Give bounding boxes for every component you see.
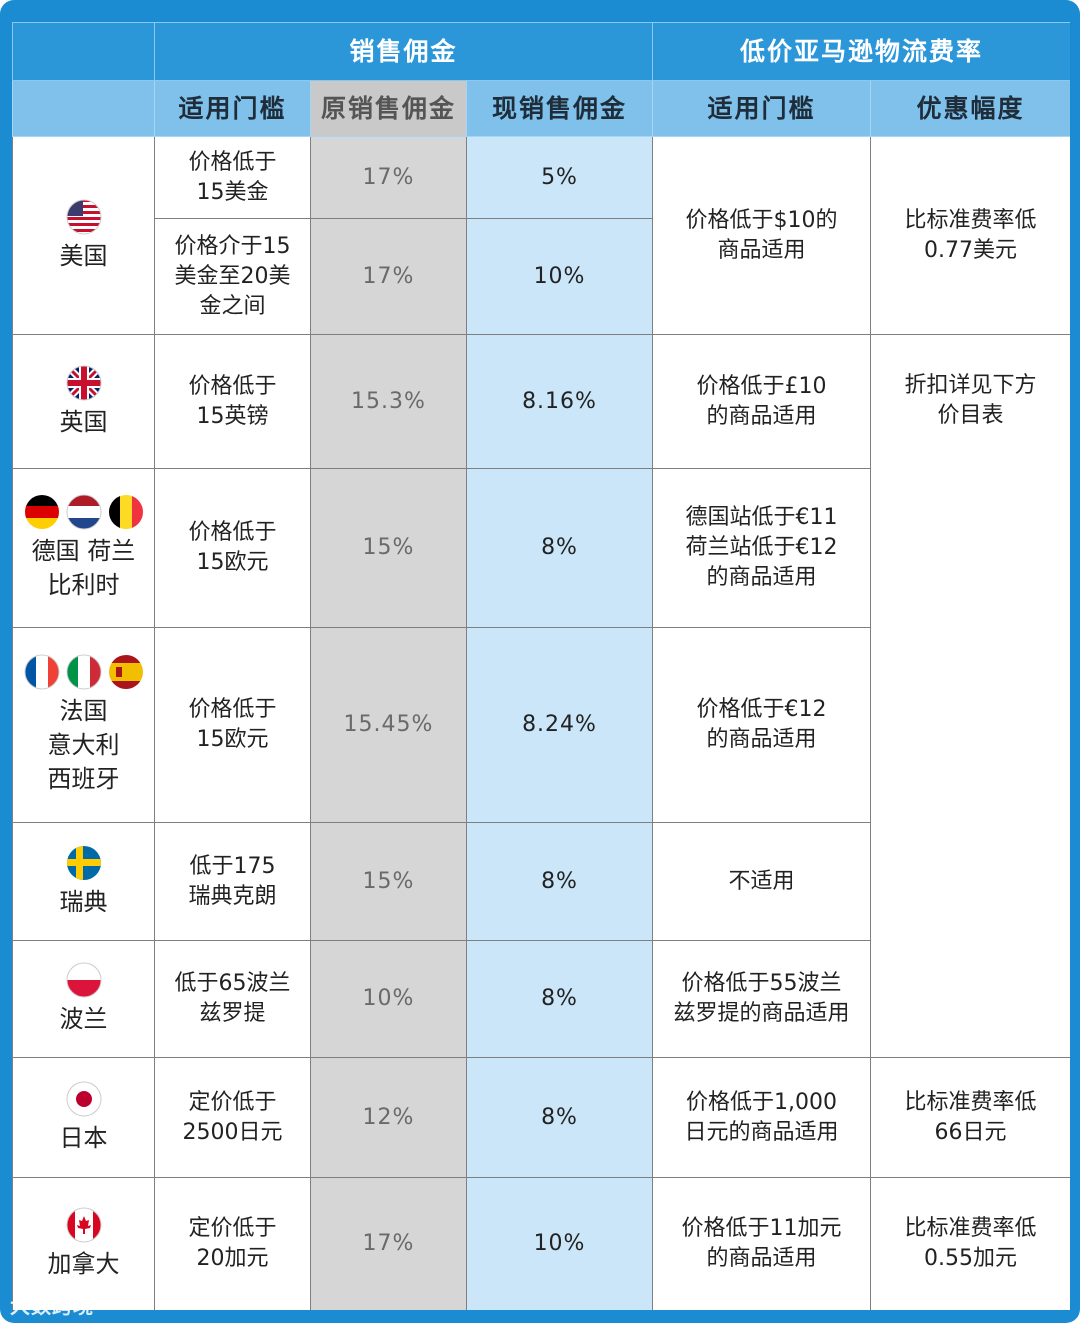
discount-header: 优惠幅度 (870, 80, 1070, 137)
current-commission-cell: 8% (465, 468, 654, 628)
threshold-cell: 价格低于 15欧元 (154, 468, 311, 628)
country-name: 德国 荷兰 比利时 (31, 537, 136, 599)
fba-threshold-cell: 价格低于€12 的商品适用 (652, 627, 872, 823)
original-commission-cell: 17% (310, 1177, 467, 1310)
current-commission-cell: 5% (465, 136, 654, 219)
current-commission-cell: 8.16% (465, 334, 654, 469)
discount-cell: 比标准费率低 0.55加元 (870, 1177, 1070, 1310)
current-commission-cell: 10% (465, 218, 654, 335)
header-corner (12, 22, 155, 81)
germany-flag-icon (24, 495, 59, 529)
threshold-cell: 低于65波兰 兹罗提 (154, 940, 311, 1058)
original-commission-cell: 15.3% (310, 334, 467, 469)
fba-threshold-cell: 价格低于11加元 的商品适用 (652, 1177, 872, 1310)
country-cell-pl: 波兰 (12, 940, 155, 1058)
country-name: 加拿大 (47, 1250, 120, 1278)
us-flag-icon (66, 199, 101, 234)
country-cell-jp: 日本 (12, 1057, 155, 1178)
table-row-us-2: 价格介于15 美金至20美 金之间 17% 10% (13, 218, 1071, 335)
table-row-pl: 波兰 低于65波兰 兹罗提 10% 8% 价格低于55波兰 兹罗提的商品适用 (12, 940, 1071, 1058)
current-commission-cell: 8.24% (465, 627, 654, 823)
spain-flag-icon (108, 655, 143, 689)
discount-cell: 折扣详见下方 价目表 (870, 334, 1070, 1058)
threshold-cell: 价格低于 15美金 (154, 136, 311, 219)
table-row-de-nl-be: 德国 荷兰 比利时 价格低于 15欧元 15% 8% 德国站低于€11 荷兰站低… (12, 468, 1071, 628)
table-row-jp: 日本 定价低于 2500日元 12% 8% 价格低于1,000 日元的商品适用 … (12, 1057, 1070, 1178)
uk-flag-icon (66, 365, 101, 400)
current-commission-cell: 10% (465, 1177, 654, 1310)
threshold-cell: 定价低于 2500日元 (154, 1057, 311, 1178)
table-row-us-1: 美国 价格低于 15美金 17% 5% 价格低于$10的 商品适用 比标准费率低… (12, 136, 1070, 335)
discount-cell: 比标准费率低 0.77美元 (870, 136, 1070, 335)
discount-cell: 比标准费率低 66日元 (870, 1057, 1070, 1178)
france-flag-icon (24, 654, 59, 690)
current-commission-cell: 8% (465, 1057, 654, 1178)
original-commission-cell: 10% (310, 940, 467, 1058)
threshold-cell: 价格低于 15英镑 (154, 334, 311, 469)
country-name: 日本 (59, 1123, 108, 1152)
header-row-2: 适用门槛 原销售佣金 现销售佣金 适用门槛 优惠幅度 (12, 80, 1070, 137)
commission-table-card: 销售佣金 低价亚马逊物流费率 适用门槛 原销售佣金 现销售佣金 适用门槛 优惠幅… (12, 22, 1070, 1310)
fba-threshold-cell: 价格低于$10的 商品适用 (652, 136, 872, 335)
threshold-cell: 价格介于15 美金至20美 金之间 (154, 218, 311, 335)
fba-threshold-header: 适用门槛 (652, 80, 872, 137)
commission-table: 销售佣金 低价亚马逊物流费率 适用门槛 原销售佣金 现销售佣金 适用门槛 优惠幅… (12, 22, 1070, 1310)
watermark: 大数跨境 (10, 1294, 94, 1318)
sweden-flag-icon (66, 845, 101, 880)
original-commission-cell: 12% (310, 1057, 467, 1178)
header-corner-2 (12, 80, 155, 137)
fba-threshold-cell: 价格低于55波兰 兹罗提的商品适用 (652, 940, 872, 1058)
table-row-ca: 加拿大 定价低于 20加元 17% 10% 价格低于11加元 的商品适用 比标准… (12, 1177, 1070, 1310)
country-name: 美国 (59, 241, 108, 270)
current-commission-cell: 8% (465, 940, 654, 1058)
canada-flag-icon (66, 1207, 101, 1243)
country-cell-uk: 英国 (12, 334, 155, 469)
country-name: 瑞典 (59, 887, 108, 916)
low-price-fba-rate-header: 低价亚马逊物流费率 (652, 22, 1070, 81)
header-row-1: 销售佣金 低价亚马逊物流费率 (12, 22, 1070, 81)
country-name: 法国 意大利 西班牙 (47, 697, 120, 793)
poland-flag-icon (66, 962, 101, 998)
country-cell-de-nl-be: 德国 荷兰 比利时 (12, 468, 155, 628)
current-commission-header: 现销售佣金 (465, 80, 654, 137)
italy-flag-icon (66, 654, 101, 690)
fba-threshold-cell: 价格低于1,000 日元的商品适用 (652, 1057, 872, 1178)
threshold-cell: 价格低于 15欧元 (154, 627, 311, 823)
original-commission-cell: 15% (310, 468, 467, 628)
country-name: 英国 (59, 407, 108, 436)
original-commission-cell: 17% (310, 218, 467, 335)
fba-threshold-cell: 德国站低于€11 荷兰站低于€12 的商品适用 (652, 468, 872, 628)
japan-flag-icon (66, 1081, 101, 1116)
original-commission-cell: 15% (310, 822, 467, 941)
country-cell-ca: 加拿大 (12, 1177, 155, 1310)
table-row-se: 瑞典 低于175 瑞典克朗 15% 8% 不适用 (12, 822, 1071, 941)
threshold-header: 适用门槛 (154, 80, 311, 137)
original-commission-cell: 15.45% (310, 627, 467, 823)
sales-commission-header: 销售佣金 (153, 22, 654, 81)
netherlands-flag-icon (66, 494, 101, 530)
country-cell-us: 美国 (12, 136, 155, 335)
fba-threshold-cell: 不适用 (652, 822, 872, 941)
threshold-cell: 低于175 瑞典克朗 (154, 822, 311, 941)
fba-threshold-cell: 价格低于£10 的商品适用 (652, 334, 872, 469)
original-commission-cell: 17% (310, 136, 467, 219)
country-name: 波兰 (59, 1005, 108, 1033)
current-commission-cell: 8% (465, 822, 654, 941)
table-row-uk: 英国 价格低于 15英镑 15.3% 8.16% 价格低于£10 的商品适用 折… (12, 334, 1070, 1058)
country-cell-fr-it-es: 法国 意大利 西班牙 (12, 627, 155, 823)
belgium-flag-icon (108, 495, 143, 529)
country-cell-se: 瑞典 (12, 822, 155, 941)
threshold-cell: 定价低于 20加元 (154, 1177, 311, 1310)
original-commission-header: 原销售佣金 (310, 80, 467, 137)
